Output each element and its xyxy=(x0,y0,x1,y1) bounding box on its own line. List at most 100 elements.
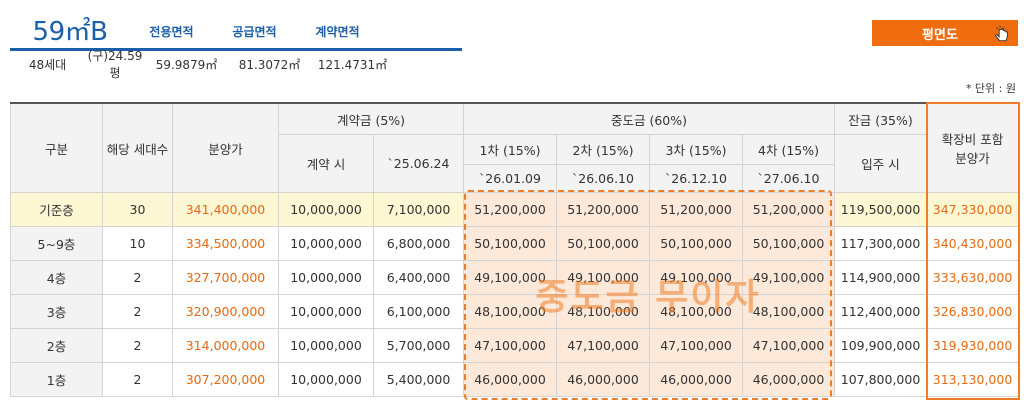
middle-cell: 47,100,000 xyxy=(649,328,743,363)
count-cell: 2 xyxy=(102,362,173,397)
price-cell: 334,500,000 xyxy=(172,226,279,261)
extension-cell: 347,330,000 xyxy=(926,192,1020,227)
header-deposit-date: `25.06.24 xyxy=(373,134,464,193)
middle-cell: 46,000,000 xyxy=(649,362,743,397)
contract-area-header: 계약면적 xyxy=(315,25,360,39)
extension-cell: 333,630,000 xyxy=(926,260,1020,295)
floor-cell: 1층 xyxy=(10,362,103,397)
middle-cell: 46,000,000 xyxy=(463,362,557,397)
balance-cell: 117,300,000 xyxy=(834,226,928,261)
unit-note: * 단위 : 원 xyxy=(965,82,1016,95)
deposit-cell: 10,000,000 xyxy=(278,294,374,329)
table-row: 5~9층 10 334,500,000 10,000,000 6,800,000… xyxy=(10,226,1020,261)
middle-cell: 49,100,000 xyxy=(741,260,836,295)
balance-cell: 107,800,000 xyxy=(834,362,928,397)
balance-cell: 119,500,000 xyxy=(834,192,928,227)
contract-area-value: 121.4731㎡ xyxy=(317,57,388,72)
middle-cell: 50,100,000 xyxy=(463,226,557,261)
middle-cell: 47,100,000 xyxy=(741,328,836,363)
table-row: 1층 2 307,200,000 10,000,000 5,400,000 46… xyxy=(10,362,1020,397)
deposit-cell: 6,400,000 xyxy=(373,260,464,295)
header-m3: 3차 (15%) xyxy=(649,134,743,165)
deposit-cell: 10,000,000 xyxy=(278,226,374,261)
middle-cell: 49,100,000 xyxy=(463,260,557,295)
middle-cell: 50,100,000 xyxy=(649,226,743,261)
extension-cell: 326,830,000 xyxy=(926,294,1020,329)
header-category: 구분 xyxy=(10,102,103,193)
table-row: 기준층 30 341,400,000 10,000,000 7,100,000 … xyxy=(10,192,1020,227)
extension-cell: 340,430,000 xyxy=(926,226,1020,261)
deposit-cell: 10,000,000 xyxy=(278,362,374,397)
header-m4: 4차 (15%) xyxy=(741,134,836,165)
header-sale-price: 분양가 xyxy=(172,102,279,193)
price-cell: 307,200,000 xyxy=(172,362,279,397)
middle-cell: 51,200,000 xyxy=(649,192,743,227)
deposit-cell: 6,800,000 xyxy=(373,226,464,261)
header-middle-payment: 중도금 (60%) xyxy=(462,102,836,135)
header-households: 해당 세대수 xyxy=(102,102,173,193)
supply-area-value: 81.3072㎡ xyxy=(238,57,301,72)
header-deposit: 계약금 (5%) xyxy=(278,102,464,135)
unit-type: 59㎡B xyxy=(32,17,108,47)
count-cell: 2 xyxy=(102,260,173,295)
header-m4-date: `27.06.10 xyxy=(741,164,836,193)
deposit-cell: 10,000,000 xyxy=(278,260,374,295)
middle-cell: 49,100,000 xyxy=(649,260,743,295)
price-table: 구분 해당 세대수 분양가 계약금 (5%) 중도금 (60%) 잔금 (35%… xyxy=(10,102,1020,397)
extension-cell: 313,130,000 xyxy=(926,362,1020,397)
floor-cell: 기준층 xyxy=(10,192,103,227)
deposit-cell: 6,100,000 xyxy=(373,294,464,329)
summary-divider xyxy=(10,48,462,51)
price-cell: 341,400,000 xyxy=(172,192,279,227)
middle-cell: 50,100,000 xyxy=(556,226,650,261)
exclusive-area-value: 59.9879㎡ xyxy=(155,57,218,72)
middle-cell: 51,200,000 xyxy=(463,192,557,227)
balance-cell: 114,900,000 xyxy=(834,260,928,295)
header-extension-price: 확장비 포함 분양가 xyxy=(926,102,1020,193)
households-value: 48세대 xyxy=(28,57,67,72)
middle-cell: 46,000,000 xyxy=(556,362,650,397)
header-m1: 1차 (15%) xyxy=(463,134,557,165)
floor-cell: 5~9층 xyxy=(10,226,103,261)
count-cell: 10 xyxy=(102,226,173,261)
deposit-cell: 7,100,000 xyxy=(373,192,464,227)
header-m2-date: `26.06.10 xyxy=(556,164,650,193)
price-cell: 327,700,000 xyxy=(172,260,279,295)
header-balance-when: 입주 시 xyxy=(834,134,928,193)
exclusive-area-header: 전용면적 xyxy=(149,25,194,39)
pointer-hand-icon xyxy=(995,26,1008,42)
middle-cell: 47,100,000 xyxy=(556,328,650,363)
supply-area-header: 공급면적 xyxy=(232,25,277,39)
table-row: 4층 2 327,700,000 10,000,000 6,400,000 49… xyxy=(10,260,1020,295)
extension-cell: 319,930,000 xyxy=(926,328,1020,363)
price-cell: 314,000,000 xyxy=(172,328,279,363)
table-row: 3층 2 320,900,000 10,000,000 6,100,000 48… xyxy=(10,294,1020,329)
count-cell: 2 xyxy=(102,294,173,329)
price-cell: 320,900,000 xyxy=(172,294,279,329)
unit-summary: 59㎡B 전용면적 공급면적 계약면적 48세대 (구)24.59평 59.98… xyxy=(10,17,462,80)
middle-cell: 48,100,000 xyxy=(463,294,557,329)
middle-cell: 47,100,000 xyxy=(463,328,557,363)
header-balance: 잔금 (35%) xyxy=(834,102,928,135)
count-cell: 30 xyxy=(102,192,173,227)
header-m1-date: `26.01.09 xyxy=(463,164,557,193)
floor-plan-label: 평면도 xyxy=(922,27,958,43)
middle-cell: 48,100,000 xyxy=(556,294,650,329)
old-pyeong-value: (구)24.59평 xyxy=(87,49,143,80)
deposit-cell: 10,000,000 xyxy=(278,192,374,227)
balance-cell: 112,400,000 xyxy=(834,294,928,329)
header-m3-date: `26.12.10 xyxy=(649,164,743,193)
middle-cell: 50,100,000 xyxy=(741,226,836,261)
floor-plan-button[interactable]: 평면도 xyxy=(872,20,1018,46)
deposit-cell: 5,700,000 xyxy=(373,328,464,363)
header-m2: 2차 (15%) xyxy=(556,134,650,165)
deposit-cell: 10,000,000 xyxy=(278,328,374,363)
middle-cell: 49,100,000 xyxy=(556,260,650,295)
count-cell: 2 xyxy=(102,328,173,363)
floor-cell: 2층 xyxy=(10,328,103,363)
deposit-cell: 5,400,000 xyxy=(373,362,464,397)
floor-cell: 3층 xyxy=(10,294,103,329)
header-deposit-at-contract: 계약 시 xyxy=(278,134,374,193)
table-row: 2층 2 314,000,000 10,000,000 5,700,000 47… xyxy=(10,328,1020,363)
middle-cell: 48,100,000 xyxy=(741,294,836,329)
